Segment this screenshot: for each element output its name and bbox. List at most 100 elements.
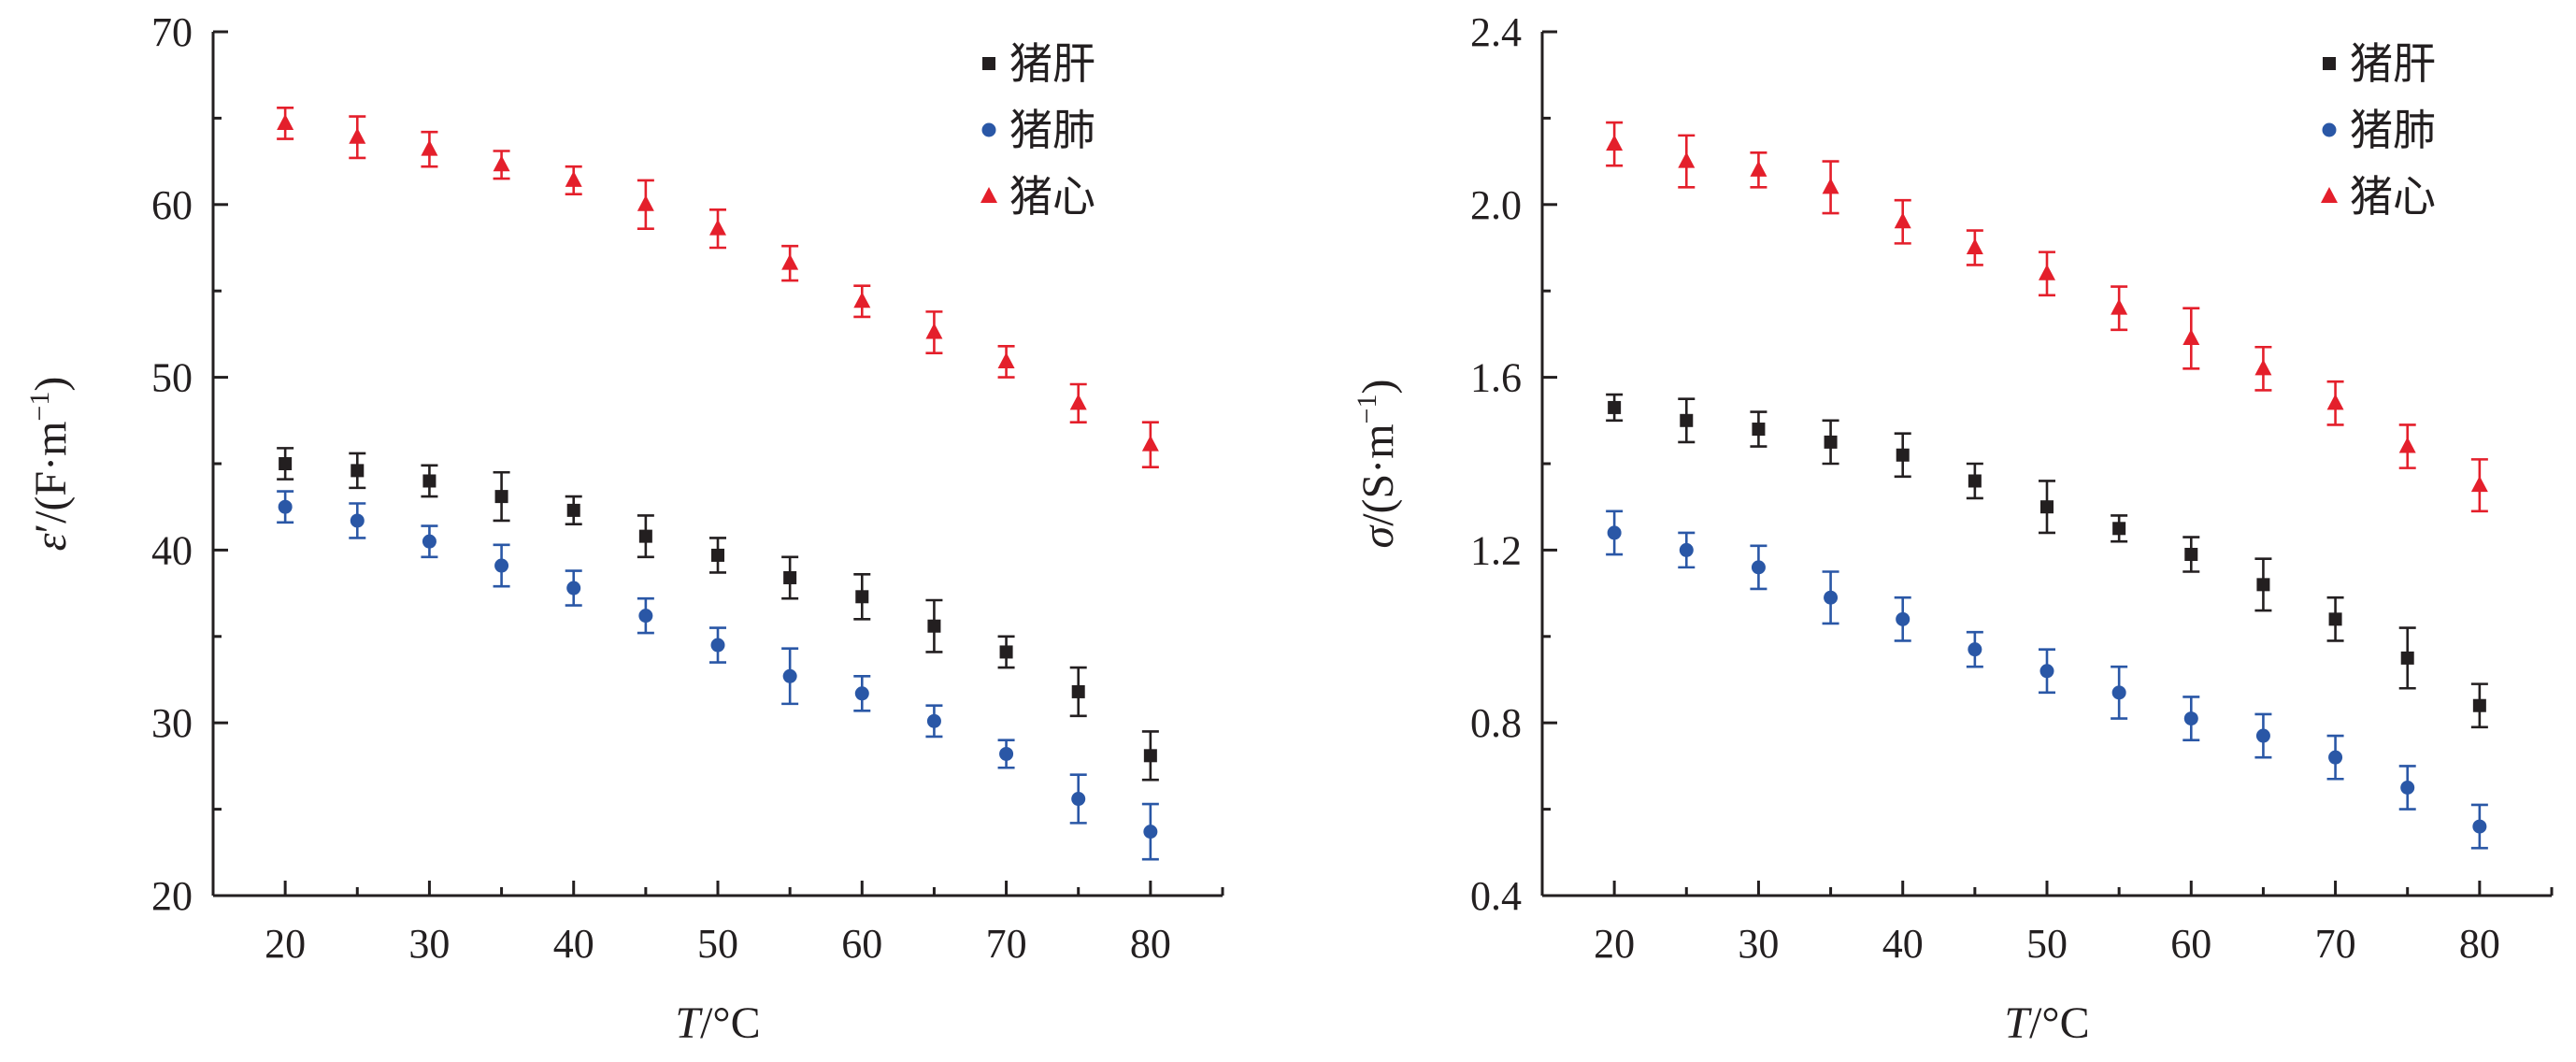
point-marker [1069,394,1087,410]
data-point [1822,160,1839,215]
legend-marker [2323,57,2336,70]
data-point [565,165,582,196]
conductivity-chart: 0.4 0.8 1.2 1.6 2.0 2.4 20 30 40 50 60 70 80 T/°C σ/(S… [1352,9,2554,1048]
point-marker [1608,400,1622,414]
point-marker [997,352,1015,368]
point-marker [2328,612,2342,626]
data-point [709,537,726,574]
data-point [1750,410,1767,448]
legend-label: 猪肝 [1009,38,1095,89]
legend-marker [981,122,996,137]
y-tick-label: 2.0 [1470,182,1522,228]
data-point [421,464,438,498]
data-point [853,572,871,621]
point-marker [1143,825,1158,840]
data-point [421,130,438,168]
data-point [853,675,871,712]
x-tick-label: 40 [1882,921,1924,967]
data-point [2470,803,2488,850]
legend-item: 猪心 [2321,171,2436,222]
data-point [2182,696,2200,741]
data-point [2039,480,2055,535]
x-tick-label: 50 [2026,921,2068,967]
data-point [1822,570,1839,625]
point-marker [1968,474,1982,488]
y-tick-label: 40 [151,527,193,573]
data-point [637,596,654,635]
x-axis-title-symbol: T [2004,998,2032,1048]
data-point [1750,544,1767,591]
series-1 [1606,393,2488,729]
point-marker [421,139,438,156]
data-point [1678,531,1696,569]
y-tick-label: 0.4 [1470,873,1522,919]
point-marker [1968,642,1982,657]
point-marker [1071,684,1085,698]
x-axis-title: T/°C [2004,998,2089,1048]
data-point [2111,514,2128,543]
y-tick-label: 30 [151,700,193,746]
legend-marker [2322,122,2337,137]
y-tick-label: 70 [151,9,193,55]
data-point [781,244,799,282]
legend-item: 猪心 [980,171,1095,222]
point-marker [854,686,869,701]
series-3 [1606,121,2488,513]
data-point [1894,432,1911,479]
point-marker [855,590,869,604]
data-point [925,704,943,739]
point-marker [565,170,582,187]
data-point [997,635,1015,669]
point-marker [1607,525,1622,540]
data-point [2470,458,2488,513]
point-marker [279,457,293,470]
series-1 [277,447,1159,782]
point-marker [2398,437,2416,453]
data-point [2326,380,2344,426]
y-axis-title-unit: ′/(F·m [26,422,76,534]
data-point [493,470,510,523]
data-point [2326,596,2344,642]
data-point [349,115,366,160]
data-point [1894,198,1911,245]
y-tick-label: 2.4 [1470,9,1522,55]
point-marker [999,746,1014,761]
point-marker [2470,476,2488,493]
point-marker [783,570,797,584]
point-marker [2254,359,2272,376]
legend-label: 猪心 [2350,171,2436,222]
point-marker [1751,560,1766,575]
data-point [1606,121,1624,167]
point-marker [1824,435,1838,449]
point-marker [566,581,581,596]
x-axis-title-unit: /°C [2029,998,2090,1048]
x-tick-label: 20 [1594,921,1635,967]
data-point [1606,393,1624,423]
series-2 [1606,509,2488,850]
point-marker [2039,664,2054,679]
y-axis-title-close: ) [1353,380,1403,395]
permittivity-chart: 20 30 40 50 60 70 20 30 40 50 60 70 80 T/°C ε′/(F·m−1)… [24,9,1224,1048]
point-marker [2472,819,2487,834]
data-point [925,598,943,653]
data-point [1069,382,1087,423]
data-point [1606,509,1624,556]
data-point [925,310,943,355]
x-tick-label: 30 [1738,921,1779,967]
point-marker [2111,685,2126,700]
data-point [277,490,294,524]
point-marker [638,529,652,543]
x-axis-title-symbol: T [675,998,703,1048]
legend-item: 猪肺 [2322,105,2436,155]
point-marker [927,619,941,633]
point-marker [1680,413,1694,427]
point-marker [1606,135,1624,151]
point-marker [1822,178,1839,194]
point-marker [1824,590,1839,605]
point-marker [494,558,509,573]
data-point [277,107,294,140]
data-point [2111,665,2128,720]
point-marker [709,219,726,236]
